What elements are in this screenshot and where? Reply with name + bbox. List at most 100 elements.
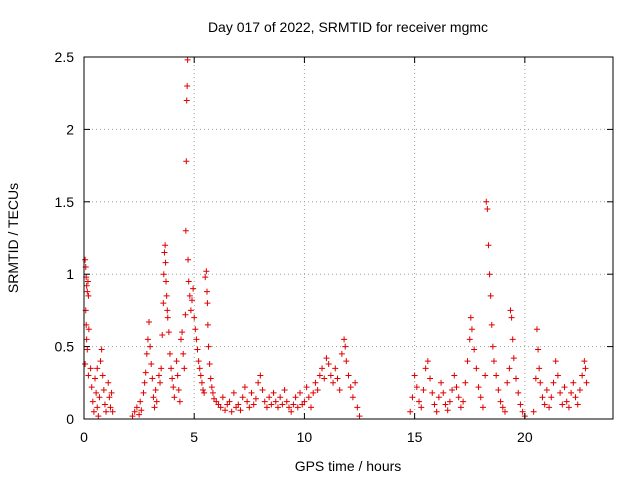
data-point [343,358,350,365]
data-point [84,288,91,295]
data-point [451,372,458,379]
data-point [94,365,101,372]
data-point [150,394,157,401]
ticks-layer [83,56,613,420]
data-point [148,360,155,367]
data-point [146,318,153,325]
data-point [482,372,489,379]
data-point [162,278,169,285]
data-point [163,292,170,299]
data-point [325,360,332,367]
data-point [440,389,447,396]
data-point [292,394,299,401]
data-point [207,375,214,382]
data-point [109,408,116,415]
data-point [572,394,579,401]
data-point [546,404,553,411]
data-point [250,401,257,408]
data-point [409,394,416,401]
data-point [486,271,493,278]
y-tick-label: 0.5 [55,339,75,355]
data-point [342,343,349,350]
data-point [235,401,242,408]
labels-layer: 0 5 10 15 20 0 0.5 1 1.5 2 2.5 [55,49,533,445]
data-point [446,398,453,405]
data-point [206,360,213,367]
data-point [323,355,330,362]
data-point [321,375,328,382]
data-point [252,395,259,402]
data-point [519,408,526,415]
data-point [449,387,456,394]
data-point [195,358,202,365]
data-point [255,379,262,386]
data-point [93,389,100,396]
data-point [548,394,555,401]
data-point [100,387,107,394]
data-point [87,365,94,372]
data-point [263,404,270,411]
data-point [550,379,557,386]
data-point [193,336,200,343]
data-point [208,384,215,391]
data-point [479,404,486,411]
data-point [582,365,589,372]
data-point [485,242,492,249]
data-point [181,365,188,372]
data-point [248,389,255,396]
data-point [336,387,343,394]
data-point [464,358,471,365]
data-point [504,379,511,386]
data-point [157,379,164,386]
data-point [303,384,310,391]
data-point [184,56,191,63]
data-point [330,379,337,386]
data-point [354,404,361,411]
data-point [85,292,92,299]
data-point [467,314,474,321]
data-point [151,404,158,411]
data-point [483,198,490,205]
data-point [107,404,114,411]
data-point [201,389,208,396]
data-point [407,408,414,415]
data-point [490,358,497,365]
data-point [98,346,105,353]
data-point [314,387,321,394]
data-point [192,326,199,333]
data-point [161,249,168,256]
data-point [442,401,449,408]
data-point [190,285,197,292]
data-point [532,375,539,382]
data-point [182,311,189,318]
data-point [83,282,90,289]
data-point [82,360,89,367]
data-point [473,365,480,372]
data-point [316,372,323,379]
data-point [101,401,108,408]
data-point [84,278,91,285]
data-point [92,375,99,382]
data-point [257,372,264,379]
data-point [422,365,429,372]
data-point [183,97,190,104]
data-point [166,350,173,357]
data-point [204,321,211,328]
data-point [420,387,427,394]
plot-frame [83,56,614,420]
data-point [219,394,226,401]
data-point [149,375,156,382]
data-point [583,379,590,386]
data-point [508,314,515,321]
data-point [205,343,212,350]
y-tick-label: 2.5 [55,49,75,65]
data-point [507,307,514,314]
data-point [99,372,106,379]
data-point [462,379,469,386]
data-point [136,411,143,418]
data-point [455,394,462,401]
data-point [186,292,193,299]
data-point [171,394,178,401]
data-point [266,394,273,401]
data-point [84,346,91,353]
